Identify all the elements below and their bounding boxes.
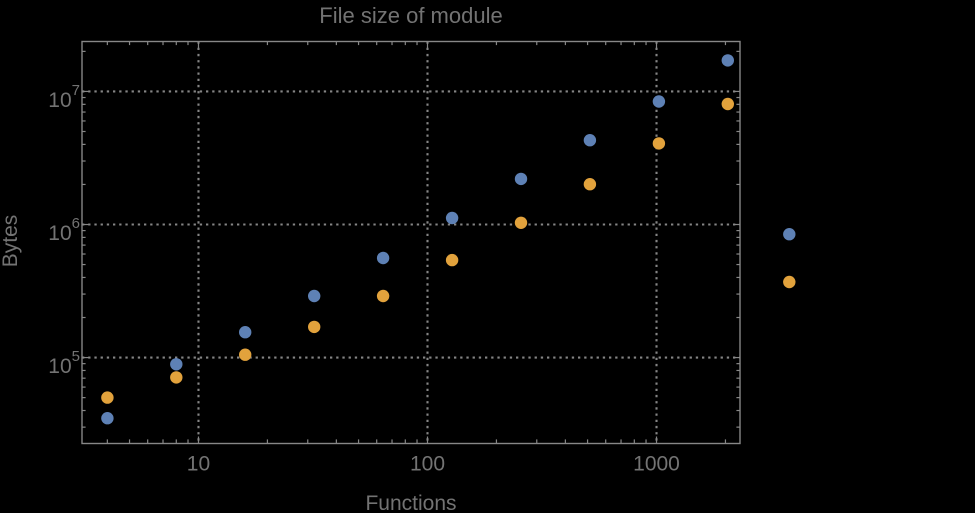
- y-axis-label: Bytes: [0, 215, 22, 268]
- plot-frame: [81, 40, 741, 445]
- data-point: [376, 289, 390, 303]
- data-point: [783, 228, 796, 241]
- data-point: [170, 371, 183, 384]
- data-point: [101, 391, 114, 404]
- axis-tick-labels: 10 100 1000 105 106 107: [48, 82, 680, 476]
- data-point: [376, 251, 390, 265]
- data-point: [170, 358, 183, 371]
- data-point: [583, 178, 597, 191]
- series-blue: [101, 54, 796, 425]
- data-point: [101, 412, 114, 425]
- data-point: [652, 95, 666, 108]
- data-point: [445, 211, 459, 225]
- data-point: [308, 289, 321, 303]
- x-tick-label: 100: [410, 453, 445, 476]
- axis-ticks: [82, 41, 740, 443]
- x-tick-label: 10: [187, 453, 210, 476]
- data-points: [101, 54, 796, 425]
- data-point: [514, 216, 528, 229]
- data-point: [783, 275, 796, 289]
- data-point: [652, 137, 666, 150]
- y-tick-label: 107: [48, 82, 80, 112]
- data-point: [239, 326, 252, 339]
- data-point: [721, 54, 734, 67]
- data-point: [239, 348, 252, 361]
- data-point: [721, 97, 734, 111]
- data-point: [583, 134, 597, 147]
- x-tick-label: 1000: [633, 453, 680, 476]
- data-point: [514, 172, 528, 186]
- data-point: [445, 253, 459, 267]
- series-orange: [101, 97, 796, 404]
- y-tick-label: 105: [48, 348, 80, 378]
- y-tick-label: 106: [48, 215, 80, 245]
- data-point: [308, 320, 321, 334]
- chart-title: File size of module: [319, 3, 502, 28]
- x-axis-label: Functions: [365, 492, 456, 513]
- gridlines: [82, 41, 740, 443]
